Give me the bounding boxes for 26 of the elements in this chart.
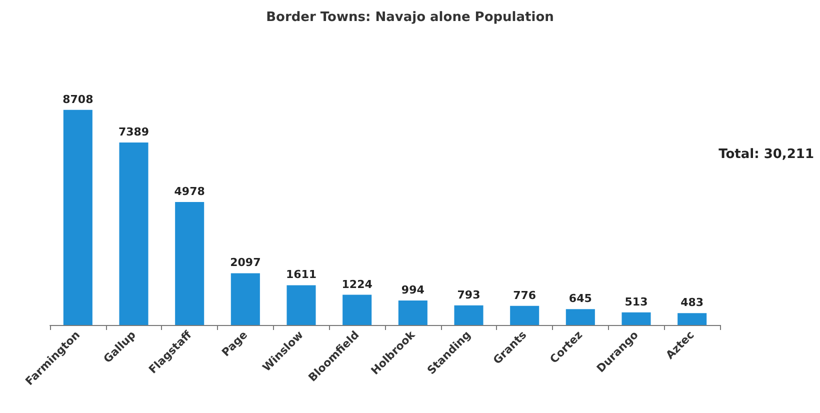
bar	[230, 273, 260, 325]
bar	[342, 294, 372, 325]
bar	[119, 142, 148, 325]
chart-title: Border Towns: Navajo alone Population	[266, 10, 554, 25]
data-label: 7389	[118, 125, 150, 138]
bar	[175, 202, 204, 325]
bar	[454, 305, 484, 325]
data-label: 1611	[286, 268, 317, 282]
bar	[510, 306, 540, 325]
data-label: 793	[457, 288, 480, 302]
data-label: 4978	[174, 185, 205, 198]
bar	[286, 285, 316, 325]
bar	[678, 313, 707, 325]
annotation: Total: 30,211	[718, 147, 814, 162]
bar	[398, 300, 428, 325]
data-label: 1224	[342, 278, 373, 291]
data-label: 776	[513, 288, 536, 302]
data-label: 994	[401, 283, 425, 296]
bar	[566, 309, 595, 325]
data-label: 483	[680, 296, 704, 310]
bar	[63, 110, 92, 325]
data-label: 645	[568, 292, 592, 306]
bar	[622, 312, 651, 325]
data-label: 2097	[230, 256, 261, 270]
data-label: 513	[624, 295, 648, 308]
data-label: 8708	[62, 92, 94, 106]
